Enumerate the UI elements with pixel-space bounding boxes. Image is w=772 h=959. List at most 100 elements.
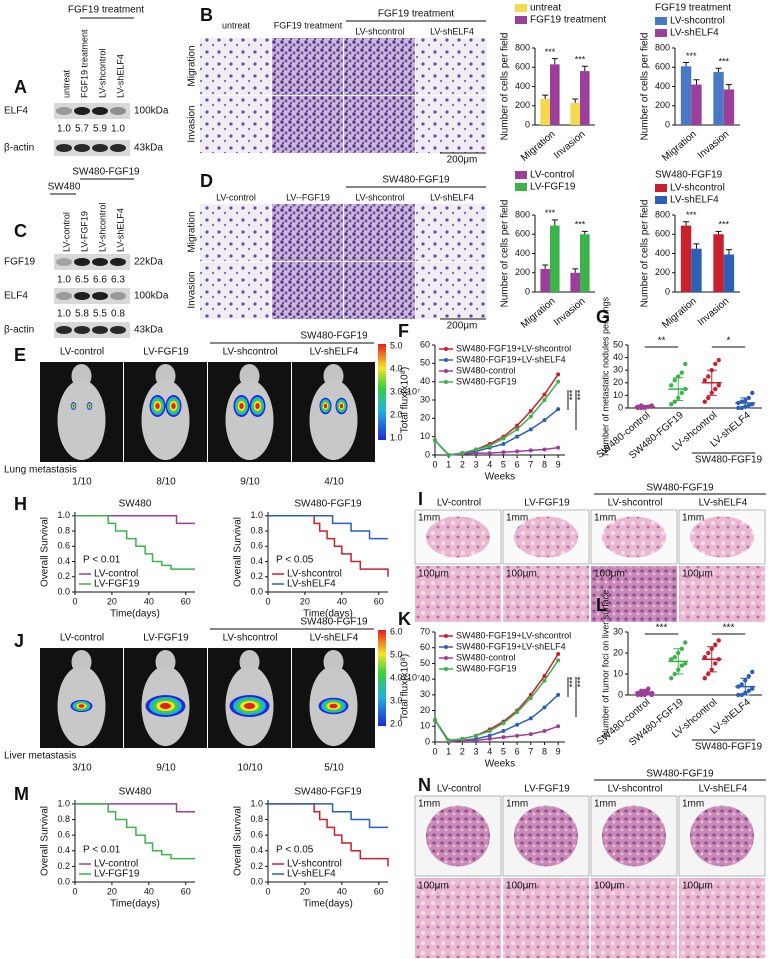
bar <box>580 234 590 292</box>
y-tick-label: 10 <box>420 431 430 441</box>
group-label: SW480-FGF19 <box>300 331 368 342</box>
y-tick-label: 1.0 <box>250 798 263 808</box>
row-label: Invasion <box>187 271 198 308</box>
x-tick-label: 20 <box>107 886 117 896</box>
survival-curve <box>75 515 195 570</box>
lane-label: LV-FGF19 <box>79 211 89 252</box>
micrograph <box>344 96 415 153</box>
quant-label: 5.7 <box>75 124 89 135</box>
scale-label: 200μm <box>447 321 478 332</box>
colorbar-label: 3.0x10⁷ <box>390 386 420 396</box>
site-label: Lung metastasis <box>4 465 77 476</box>
point <box>683 640 688 645</box>
y-tick-label: 0.0 <box>250 586 263 596</box>
x-tick-label: Invasion <box>696 296 732 328</box>
zoom <box>679 566 765 622</box>
significance: *** <box>567 676 577 687</box>
sd-bar <box>740 397 751 409</box>
column-label: LV-shELF4 <box>310 633 359 644</box>
x-tick-label: 9 <box>556 746 561 756</box>
scale-label: 100μm <box>418 569 449 580</box>
scale-label: 1mm <box>418 513 440 524</box>
legend-swatch <box>655 17 667 25</box>
legend-marker <box>444 656 448 660</box>
ratio-label: 9/10 <box>240 477 260 488</box>
zoom <box>503 566 589 622</box>
point <box>736 692 741 698</box>
y-tick-label: 800 <box>515 209 530 219</box>
bar <box>680 225 692 292</box>
y-tick-label: 20 <box>420 705 430 715</box>
protein-label: β-actin <box>4 143 34 154</box>
survival-curve <box>268 803 388 829</box>
point <box>446 453 451 457</box>
y-tick-label: 0.6 <box>250 541 263 551</box>
ratio-label: 10/10 <box>237 763 262 774</box>
tissue <box>426 516 490 558</box>
x-tick-label: 2 <box>460 459 465 469</box>
bar <box>550 64 560 125</box>
error-bar <box>715 230 722 235</box>
ratio-label: 9/10 <box>156 763 176 774</box>
group-label: SW480-FGF19 <box>646 483 714 494</box>
point <box>474 451 479 456</box>
error-bar <box>725 249 732 255</box>
point <box>542 705 547 710</box>
point <box>474 738 479 743</box>
scale-label: 100μm <box>594 569 625 580</box>
y-axis-label: Total flux(x10⁸) <box>400 367 411 433</box>
legend-label: LV-shELF4 <box>287 579 336 590</box>
legend-label: LV-shcontrol <box>670 183 725 194</box>
signal <box>72 404 75 408</box>
x-axis-label: Time(days) <box>303 609 353 620</box>
point <box>542 392 547 397</box>
bar <box>691 84 702 125</box>
band <box>74 326 90 334</box>
size-label: 100kDa <box>134 291 169 302</box>
point <box>702 676 707 681</box>
lane-label: LV-control <box>61 212 71 252</box>
column-label: LV-control <box>60 633 104 644</box>
x-tick-label: Migration <box>660 296 699 331</box>
micrograph <box>416 38 487 95</box>
row-label: Migration <box>187 45 198 86</box>
y-tick-label: 0 <box>425 449 430 459</box>
series-line <box>434 659 559 742</box>
legend-label: SW480-FGF19+LV-shcontrol <box>456 343 571 353</box>
point <box>487 729 492 733</box>
x-tick-label: 3 <box>474 459 479 469</box>
micrograph <box>200 262 271 319</box>
y-tick-label: 600 <box>655 229 670 239</box>
x-tick-label: 40 <box>144 596 154 606</box>
significance: *** <box>575 220 586 230</box>
y-tick-label: 20 <box>613 377 623 387</box>
group-label: SW480-FGF19 <box>382 175 450 186</box>
survival-curve <box>75 803 195 860</box>
mouse-body <box>141 380 190 460</box>
y-tick-label: 200 <box>515 267 530 277</box>
x-tick-label: 7 <box>528 459 533 469</box>
error-bar <box>693 79 700 85</box>
x-tick-label: 8 <box>542 746 547 756</box>
y-tick-label: 60 <box>420 642 430 652</box>
band <box>56 144 72 152</box>
y-tick-label: 0.2 <box>250 571 263 581</box>
scale-label: 1mm <box>682 799 704 810</box>
bar <box>713 72 724 125</box>
point <box>556 372 561 377</box>
x-tick-label: Migration <box>519 129 558 164</box>
survival-curve <box>268 515 388 540</box>
significance: *** <box>723 623 735 634</box>
tissue <box>514 805 578 867</box>
y-tick-label: 0.2 <box>57 571 70 581</box>
y-tick-label: 800 <box>655 209 670 219</box>
x-tick-label: 2 <box>460 746 465 756</box>
legend-label: LV-control <box>94 569 138 580</box>
tissue <box>426 805 490 867</box>
zoom <box>503 878 589 958</box>
signal <box>159 702 172 710</box>
protein-label: FGF19 <box>4 257 36 268</box>
point <box>528 716 533 721</box>
significance: *** <box>567 389 577 400</box>
y-tick-label: 40 <box>420 376 430 386</box>
